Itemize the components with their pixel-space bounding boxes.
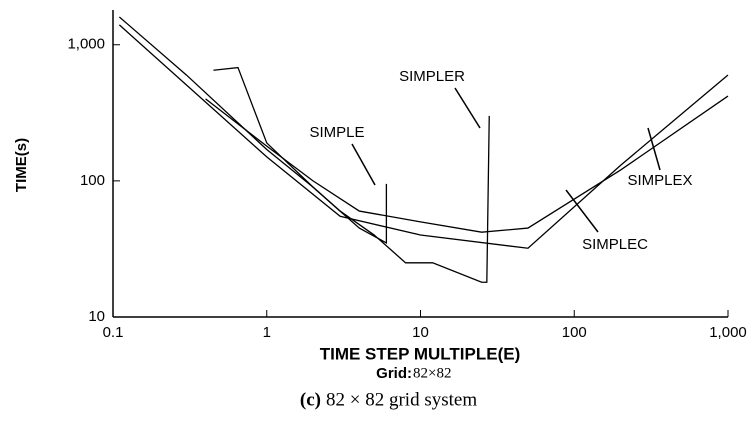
y-axis-label: TIME(s) [13,138,30,192]
annotation-arrow [565,189,599,233]
grid-value: 82×82 [413,365,451,381]
series-label: SIMPLER [399,68,465,85]
annotation-arrow [454,87,481,129]
x-tick-label: 1 [263,324,271,341]
series-label: SIMPLEX [627,172,692,189]
x-tick-label: 0.1 [103,324,124,341]
annotation-arrow [351,143,376,186]
series-line [213,66,388,245]
series-line [118,16,490,283]
x-tick-label: 1,000 [709,324,747,341]
series-label: SIMPLEC [582,236,648,253]
annotation-arrow [647,127,661,171]
x-tick-label: 10 [412,324,429,341]
y-tick-label: 10 [88,308,105,325]
series-label: SIMPLE [309,124,364,141]
caption-label: (c) [300,389,321,410]
y-tick-label: 1,000 [67,36,105,53]
x-axis-label: TIME STEP MULTIPLE(E) [320,344,521,363]
x-tick-label: 100 [562,324,587,341]
series-line [118,24,729,249]
series-line [205,95,729,233]
grid-label: Grid: [376,365,412,382]
y-tick-label: 100 [80,172,105,189]
caption: 82 × 82 grid system [326,389,477,410]
